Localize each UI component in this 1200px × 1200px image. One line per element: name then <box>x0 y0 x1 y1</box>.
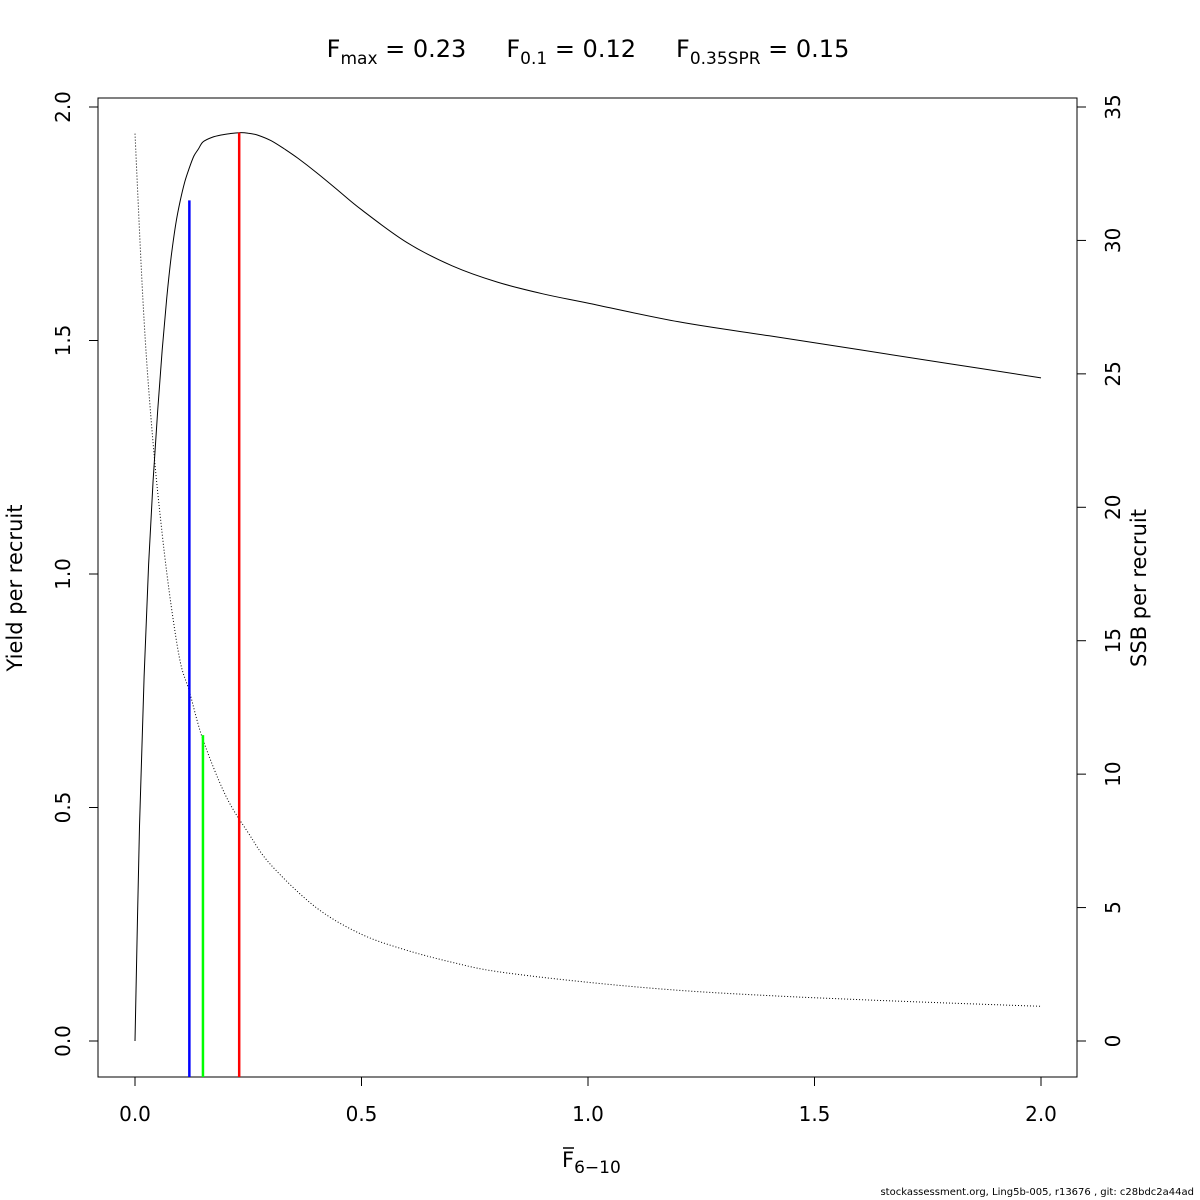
y-tick-label: 1.0 <box>51 558 75 590</box>
y-tick-label: 1.5 <box>51 325 75 357</box>
title-f01-value: = 0.12 <box>547 35 636 63</box>
y2-tick-label: 25 <box>1101 361 1125 386</box>
x-axis-title-sub: 6−10 <box>574 1158 621 1178</box>
y-tick-label: 0.0 <box>51 1025 75 1057</box>
y-tick-label: 2.0 <box>51 91 75 123</box>
series-layer <box>134 132 1042 1042</box>
chart-title: Fmax = 0.23 F0.1 = 0.12 F0.35SPR = 0.15 <box>327 35 850 69</box>
y2-axis-title: SSB per recruit <box>1127 509 1151 667</box>
title-fmax-sub: max <box>340 49 377 69</box>
y2-tick-label: 35 <box>1101 94 1125 119</box>
y2-tick-label: 15 <box>1101 628 1125 653</box>
title-f01-sub: 0.1 <box>520 49 547 69</box>
y-axis-right: 0 5 10 15 20 25 30 35 <box>1077 94 1125 1047</box>
title-fmax-symbol: F <box>327 35 341 63</box>
y2-tick-label: 5 <box>1101 901 1125 914</box>
x-tick-label: 0.0 <box>119 1102 151 1126</box>
y-axis-left: 0.0 0.5 1.0 1.5 2.0 <box>51 91 98 1057</box>
title-fspr-symbol: F <box>676 35 690 63</box>
ssb-per-recruit-line <box>134 133 1042 1007</box>
yield-per-recruit-line <box>134 132 1042 1042</box>
x-axis: 0.0 0.5 1.0 1.5 2.0 <box>119 1077 1057 1126</box>
title-f01-symbol: F <box>506 35 520 63</box>
reference-lines <box>188 132 241 1077</box>
plot-frame <box>97 97 1078 1078</box>
title-fspr-value: = 0.15 <box>761 35 850 63</box>
svg-text:F6−10: F6−10 <box>562 1148 621 1178</box>
x-tick-label: 2.0 <box>1025 1102 1057 1126</box>
y2-tick-label: 30 <box>1101 228 1125 253</box>
x-axis-title-symbol: F <box>562 1148 574 1172</box>
title-fspr-sub: 0.35SPR <box>690 49 761 69</box>
x-tick-label: 0.5 <box>346 1102 378 1126</box>
y2-tick-label: 0 <box>1101 1035 1125 1048</box>
y2-tick-label: 20 <box>1101 495 1125 520</box>
title-fmax-value: = 0.23 <box>378 35 467 63</box>
y-tick-label: 0.5 <box>51 792 75 824</box>
y2-tick-label: 10 <box>1101 761 1125 786</box>
x-axis-title: F6−10 <box>562 1147 621 1178</box>
footer-credit: stockassessment.org, Ling5b-005, r13676 … <box>880 1187 1194 1198</box>
x-tick-label: 1.0 <box>572 1102 604 1126</box>
y-axis-title: Yield per recruit <box>3 505 27 673</box>
x-tick-label: 1.5 <box>799 1102 831 1126</box>
